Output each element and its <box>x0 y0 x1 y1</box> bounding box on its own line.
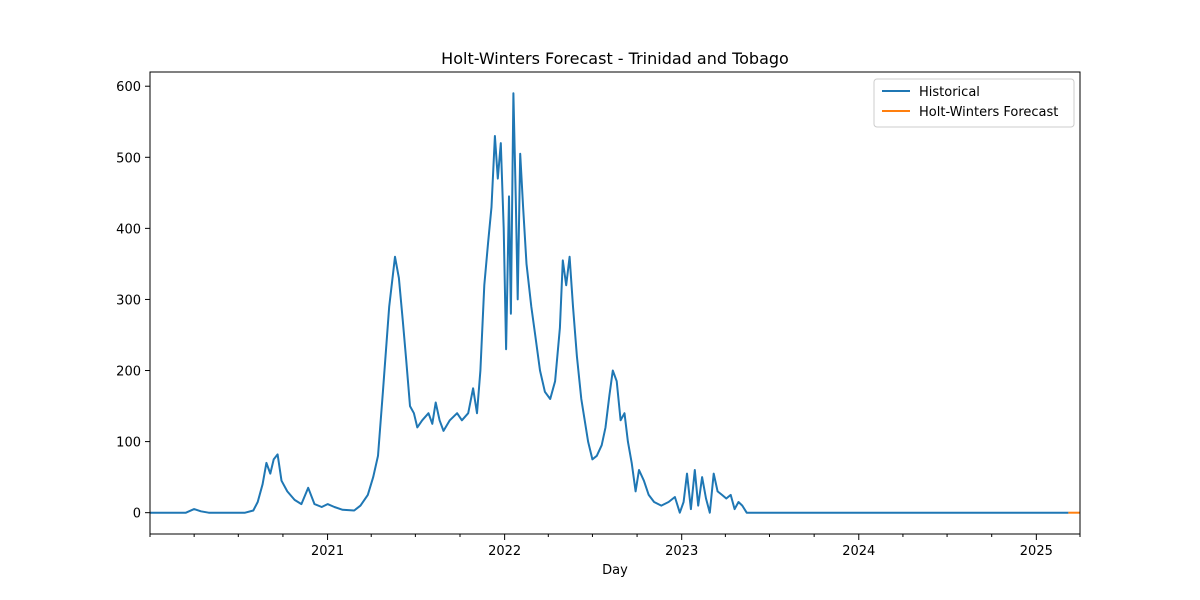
y-tick-label: 100 <box>116 436 141 451</box>
y-tick-label: 300 <box>116 293 141 308</box>
legend-label-historical: Historical <box>919 85 980 100</box>
x-tick-label: 2021 <box>311 544 344 559</box>
y-tick-label: 400 <box>116 222 141 237</box>
plot-frame <box>149 71 1081 535</box>
legend-label-forecast: Holt-Winters Forecast <box>919 105 1058 120</box>
y-tick-label: 500 <box>116 151 141 166</box>
legend: Historical Holt-Winters Forecast <box>873 78 1075 128</box>
y-tick-label: 600 <box>116 80 141 95</box>
x-axis-ticks: 2021 2022 2023 2024 2025 <box>149 534 1081 559</box>
y-axis-ticks: 0 100 200 300 400 500 600 <box>116 80 150 522</box>
x-tick-label: 2023 <box>665 544 698 559</box>
y-tick-label: 0 <box>133 507 141 522</box>
x-tick-label: 2022 <box>488 544 521 559</box>
legend-box <box>873 78 1075 128</box>
x-tick-label: 2025 <box>1020 544 1053 559</box>
series-line-historical <box>150 92 1069 514</box>
chart-title: Holt-Winters Forecast - Trinidad and Tob… <box>441 49 789 68</box>
x-tick-label: 2024 <box>842 544 875 559</box>
plot-area <box>150 92 1080 514</box>
y-tick-label: 200 <box>116 365 141 380</box>
x-axis-label: Day <box>602 563 628 578</box>
